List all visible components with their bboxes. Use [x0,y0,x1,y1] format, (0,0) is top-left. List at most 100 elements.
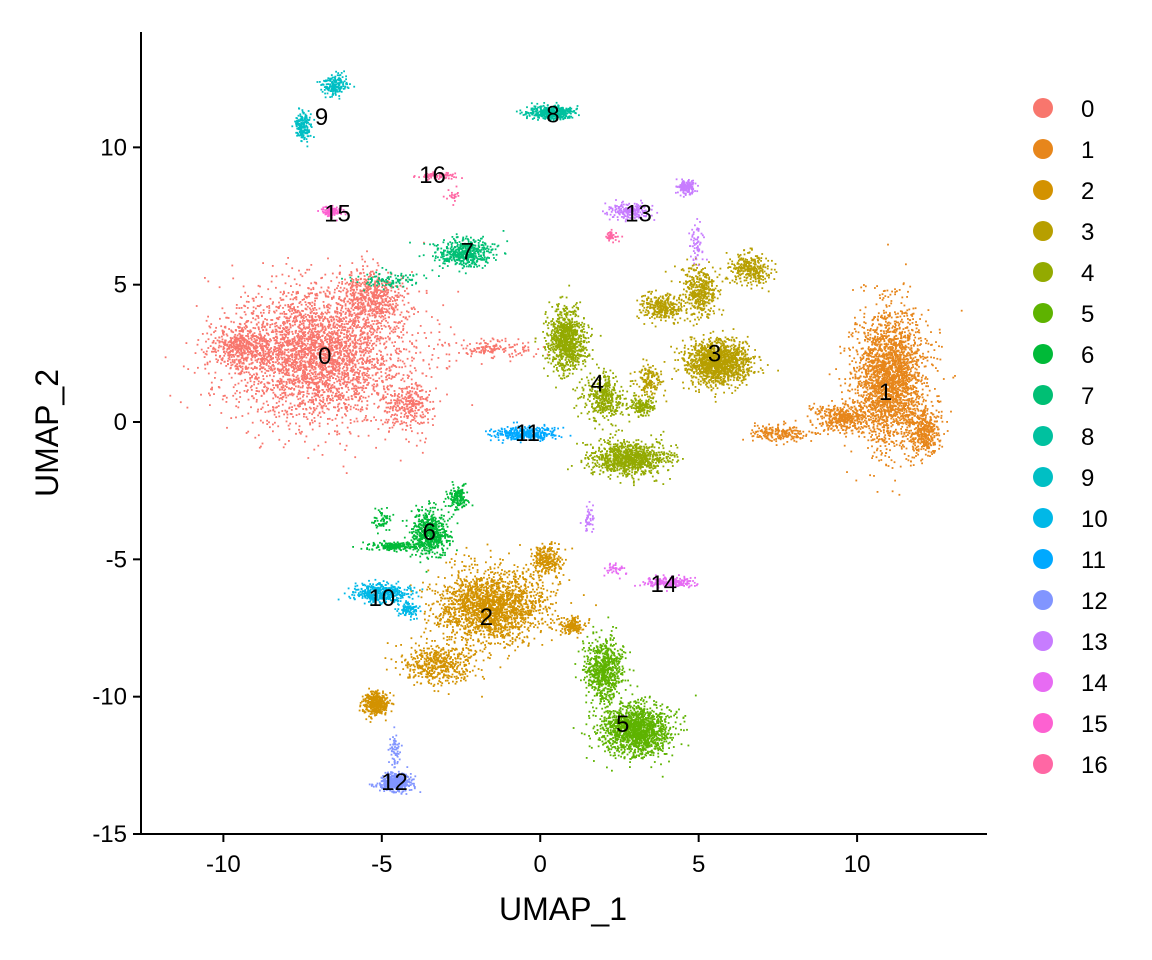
cell-point [493,349,496,352]
cell-point [268,305,271,307]
cell-point [361,304,364,306]
cell-point [390,394,392,396]
cell-point [257,321,260,324]
cell-point [354,339,357,341]
cell-point [347,378,350,381]
cell-point [437,357,440,359]
cell-point [321,375,324,378]
cell-point [239,326,241,329]
cell-point [255,387,258,389]
cell-point [312,368,315,371]
cell-point [372,258,374,261]
cell-point [236,343,239,346]
cell-point [327,286,330,289]
cell-point [314,300,316,302]
cell-point [335,394,337,397]
cell-point [272,409,275,412]
cell-point [278,358,281,360]
cell-point [457,290,460,293]
cell-point [302,324,305,327]
cell-point [318,319,321,322]
cell-point [386,309,389,312]
cell-point [421,405,424,407]
cell-point [348,330,350,333]
cell-point [349,293,352,295]
cell-point [328,349,331,352]
cell-point [425,390,427,393]
cell-point [865,394,868,397]
cell-point [309,343,311,346]
cell-point [376,361,379,363]
cell-point [292,291,294,293]
cell-point [341,392,344,395]
cell-point [299,327,302,330]
cell-point [303,373,305,376]
cell-point [308,302,311,304]
cell-point [407,415,409,418]
cell-point [249,380,252,383]
cell-point [265,339,267,342]
cell-point [350,280,353,283]
cell-point [398,336,400,338]
cell-point [367,344,370,347]
cell-point [289,422,292,425]
cell-point [410,378,413,381]
cell-point [368,368,371,370]
cell-point [470,350,473,352]
cell-point [394,290,396,293]
cell-point [267,365,270,368]
cell-point [406,387,408,390]
cell-point [226,426,228,429]
cell-point [417,332,419,334]
cell-point [381,282,383,285]
cell-point [278,361,280,364]
cell-point [290,285,292,287]
cell-point [391,296,394,298]
cell-point [320,362,322,365]
cell-point [305,308,308,311]
cell-point [306,354,309,357]
cell-point [357,368,359,371]
cell-point [341,344,343,347]
cell-point [275,335,278,338]
cell-point [348,321,351,323]
cell-point [265,341,268,344]
cell-point [295,414,298,416]
cell-point [364,320,367,323]
cell-point [247,342,249,344]
cell-point [258,446,261,449]
cell-point [272,430,274,433]
cell-point [311,354,314,357]
cell-point [323,404,325,407]
cell-point [382,318,385,321]
cell-point [295,362,298,365]
cell-point [318,364,320,367]
cell-point [409,394,412,397]
cell-point [284,373,287,376]
cell-point [338,321,341,323]
cell-point [311,349,314,352]
cell-point [514,350,517,353]
cell-point [252,327,255,329]
cell-point [245,300,248,303]
cell-point [288,380,291,383]
cell-point [237,354,240,357]
cell-point [322,400,324,403]
cell-point [384,311,387,313]
cell-point [340,354,342,356]
cell-point [234,338,237,340]
cell-point [336,323,339,326]
cell-point [360,313,363,315]
cell-point [264,334,266,337]
cell-point [462,347,465,350]
cell-point [249,373,251,376]
cell-point [264,353,267,355]
cell-point [325,383,328,386]
cell-point [404,408,406,411]
cell-point [292,393,295,396]
cell-point [240,371,242,374]
cell-point [416,432,419,435]
cell-point [272,391,275,394]
cell-point [360,350,363,353]
cell-point [308,382,311,385]
